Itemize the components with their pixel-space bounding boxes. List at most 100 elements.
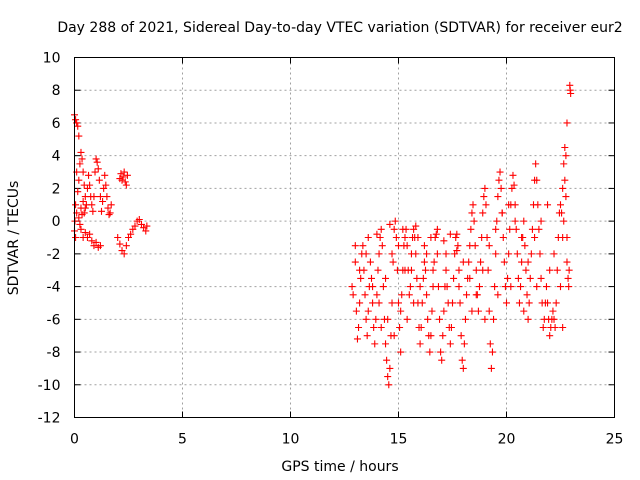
data-point — [385, 381, 393, 389]
data-point — [398, 291, 406, 299]
data-point — [437, 348, 445, 356]
data-point — [427, 332, 435, 340]
data-point — [433, 225, 441, 233]
data-point — [114, 234, 122, 241]
data-point — [468, 209, 476, 217]
data-point — [522, 266, 530, 274]
data-point — [406, 283, 414, 291]
data-point — [386, 220, 394, 228]
data-point — [565, 266, 573, 274]
data-point — [403, 315, 411, 323]
data-point — [119, 173, 127, 181]
data-point — [120, 250, 128, 258]
data-point — [532, 160, 540, 168]
data-point — [401, 266, 409, 274]
data-point — [460, 340, 468, 348]
data-point — [434, 283, 442, 291]
data-point — [544, 201, 552, 209]
data-point — [383, 356, 391, 364]
data-point — [453, 247, 461, 255]
data-point — [442, 250, 450, 258]
data-point — [550, 250, 558, 258]
data-point — [384, 315, 392, 323]
data-point — [369, 283, 377, 291]
data-point — [515, 299, 523, 307]
data-point — [446, 230, 454, 238]
data-point — [366, 258, 374, 266]
data-point — [511, 201, 519, 209]
data-point — [81, 229, 89, 237]
data-point — [429, 266, 437, 274]
data-point — [131, 222, 139, 230]
y-tick-labels: -12 -10 -8 -6 -4 -2 0 2 4 6 8 10 — [38, 51, 61, 427]
data-point — [463, 291, 471, 299]
data-point — [142, 227, 150, 235]
data-point — [143, 222, 151, 230]
x-tick-label: 0 — [70, 432, 79, 448]
data-point — [485, 242, 493, 250]
data-point — [413, 274, 421, 282]
y-tick-label: 2 — [52, 181, 61, 197]
data-point — [85, 171, 93, 179]
data-point — [506, 225, 514, 233]
data-point — [93, 158, 101, 166]
data-point — [423, 250, 431, 258]
data-point — [472, 266, 480, 274]
data-point — [79, 168, 87, 176]
data-point — [74, 188, 82, 196]
data-point — [378, 242, 386, 250]
data-point — [103, 193, 111, 201]
data-point — [539, 324, 547, 331]
data-point — [510, 181, 518, 189]
data-point — [386, 364, 394, 372]
data-point — [492, 225, 500, 233]
data-point — [495, 176, 503, 184]
data-point — [479, 266, 487, 274]
data-point — [351, 258, 359, 266]
data-point — [552, 299, 560, 307]
data-point — [96, 242, 104, 250]
data-point — [480, 193, 488, 201]
data-point — [79, 198, 87, 205]
data-point — [416, 283, 424, 291]
data-point — [452, 234, 460, 241]
x-tick-label: 20 — [498, 432, 516, 448]
data-point — [481, 315, 489, 323]
data-point — [536, 250, 544, 258]
data-point — [567, 90, 575, 97]
y-axis-label: SDTVAR / TECUs — [6, 181, 22, 296]
data-point — [426, 348, 434, 356]
data-point — [494, 193, 502, 201]
data-point — [353, 335, 361, 343]
data-point — [364, 234, 372, 241]
data-point — [420, 242, 428, 250]
data-point — [499, 234, 507, 241]
data-point — [504, 274, 512, 282]
data-point — [514, 274, 522, 282]
data-point — [373, 291, 381, 299]
data-point — [72, 201, 80, 209]
data-point — [557, 201, 564, 209]
data-point — [362, 250, 370, 258]
data-point — [75, 214, 83, 222]
data-point — [428, 307, 436, 315]
data-point — [390, 332, 398, 340]
data-point — [375, 250, 383, 258]
data-point — [370, 324, 378, 331]
y-tick-label: 6 — [52, 116, 61, 132]
data-point — [546, 332, 554, 340]
data-point — [369, 299, 377, 307]
data-point — [524, 258, 532, 266]
data-point — [77, 148, 85, 156]
data-point — [553, 266, 561, 274]
data-point — [349, 291, 357, 299]
data-point — [459, 258, 467, 266]
data-point — [80, 209, 88, 217]
data-point — [416, 340, 424, 348]
data-point — [397, 348, 405, 356]
data-point — [407, 250, 415, 258]
data-point — [86, 230, 94, 238]
data-point — [423, 291, 431, 299]
data-point — [374, 266, 382, 274]
data-point — [520, 307, 528, 315]
